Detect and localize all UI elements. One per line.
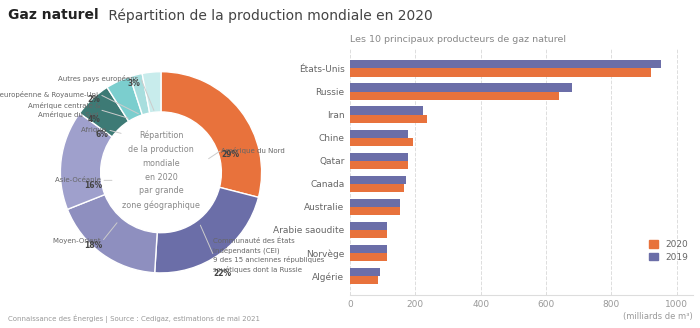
Text: Moyen-Orient: Moyen-Orient — [52, 238, 103, 244]
Text: Communauté des États: Communauté des États — [214, 237, 295, 244]
Bar — [350, 161, 408, 169]
Text: 29%: 29% — [221, 151, 239, 159]
Wedge shape — [142, 72, 161, 113]
Legend: 2020, 2019: 2020, 2019 — [650, 240, 689, 262]
Bar — [350, 253, 386, 261]
Text: Répartition
de la production
mondiale
en 2020
par grande
zone géographique: Répartition de la production mondiale en… — [122, 130, 200, 210]
Text: 4%: 4% — [88, 115, 101, 124]
Text: Amérique du Nord: Amérique du Nord — [221, 147, 285, 154]
Bar — [350, 153, 408, 161]
Text: 6%: 6% — [96, 130, 108, 139]
Text: 16%: 16% — [85, 181, 103, 190]
Wedge shape — [60, 113, 112, 209]
Bar — [350, 130, 408, 138]
Text: Connaissance des Énergies | Source : Cedigaz, estimations de mai 2021: Connaissance des Énergies | Source : Ced… — [8, 315, 260, 323]
Wedge shape — [107, 77, 142, 121]
Bar — [350, 138, 414, 146]
Bar — [350, 222, 386, 230]
Text: Autres pays européens: Autres pays européens — [58, 75, 141, 82]
Wedge shape — [80, 87, 129, 137]
Bar — [350, 276, 378, 284]
Text: 9 des 15 anciennes républiques: 9 des 15 anciennes républiques — [214, 256, 325, 263]
Text: sovétiques dont la Russie: sovétiques dont la Russie — [214, 266, 302, 273]
Text: indépendants (CEI): indépendants (CEI) — [214, 246, 280, 254]
X-axis label: (milliards de m³): (milliards de m³) — [623, 312, 693, 321]
Bar — [350, 245, 387, 253]
Wedge shape — [161, 72, 262, 197]
Text: Répartition de la production mondiale en 2020: Répartition de la production mondiale en… — [104, 8, 433, 23]
Bar — [350, 230, 387, 238]
Text: Les 10 principaux producteurs de gaz naturel: Les 10 principaux producteurs de gaz nat… — [350, 35, 566, 44]
Text: 3%: 3% — [128, 79, 141, 88]
Bar — [350, 60, 661, 69]
Wedge shape — [67, 195, 158, 273]
Text: 22%: 22% — [214, 269, 232, 278]
Bar — [350, 114, 427, 123]
Bar — [350, 184, 404, 192]
Text: Asie-Océanie: Asie-Océanie — [55, 177, 103, 183]
Wedge shape — [155, 187, 258, 273]
Bar — [350, 176, 405, 184]
Text: Afrique: Afrique — [81, 127, 108, 133]
Text: 18%: 18% — [85, 241, 103, 250]
Text: Union européenne & Royaume-Uni: Union européenne & Royaume-Uni — [0, 91, 101, 98]
Text: Amérique centrale &: Amérique centrale & — [28, 102, 101, 109]
Bar — [350, 92, 559, 100]
Bar — [350, 268, 380, 276]
Bar — [350, 69, 651, 76]
Wedge shape — [130, 73, 150, 115]
Bar — [350, 199, 400, 207]
Bar — [350, 83, 572, 92]
Bar — [350, 107, 424, 114]
Text: 2%: 2% — [88, 95, 101, 104]
Text: Gaz naturel: Gaz naturel — [8, 8, 99, 22]
Text: Amérique du Sud: Amérique du Sud — [38, 111, 101, 118]
Bar — [350, 207, 400, 215]
